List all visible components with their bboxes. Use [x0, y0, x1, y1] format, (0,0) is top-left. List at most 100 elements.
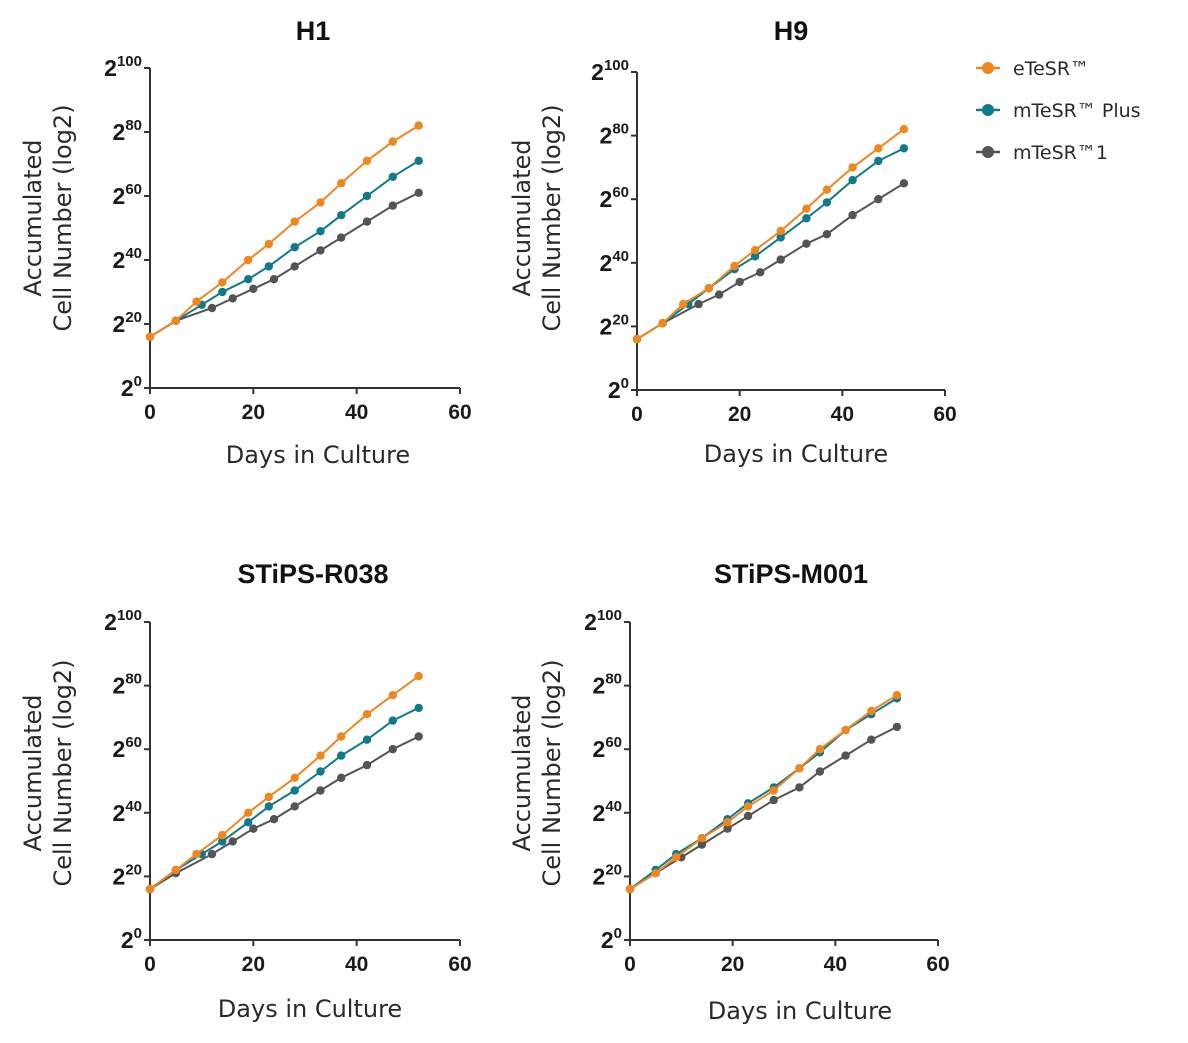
y-tick-base: 2 — [113, 119, 126, 145]
y-tick-label: 2100 — [591, 57, 629, 85]
data-point-mtesr-plus — [244, 275, 253, 284]
y-tick-exponent: 0 — [134, 373, 142, 390]
data-point-etesr — [651, 869, 660, 878]
data-point-mtesr-plus — [776, 233, 785, 242]
data-point-mtesr-1 — [714, 290, 724, 299]
legend-item-mtesr1: mTeSR™1 — [976, 142, 1108, 164]
legend-label: eTeSR™ — [1013, 58, 1089, 80]
y-tick-base: 2 — [600, 313, 613, 339]
y-tick-exponent: 80 — [125, 117, 142, 134]
y-axis-label-line1: Accumulated — [508, 695, 536, 852]
data-point-mtesr-1 — [269, 275, 279, 284]
data-point-mtesr-plus — [388, 716, 397, 725]
series-line-mtesr-plus — [149, 707, 420, 890]
data-point-etesr — [316, 751, 325, 760]
y-tick-base: 2 — [600, 250, 613, 276]
series-line-etesr — [629, 694, 898, 890]
data-point-etesr — [697, 834, 707, 843]
data-point-mtesr-1 — [756, 268, 765, 277]
data-point-mtesr-plus — [899, 144, 909, 153]
data-point-mtesr-plus — [316, 767, 325, 776]
y-tick-base: 2 — [584, 609, 597, 635]
y-tick-label: 2100 — [104, 53, 142, 81]
data-point-mtesr-1 — [697, 840, 707, 849]
data-point-etesr — [679, 299, 688, 309]
y-tick-label: 280 — [600, 121, 629, 149]
data-point-mtesr-plus — [316, 227, 325, 236]
y-tick-base: 2 — [121, 927, 134, 953]
data-point-mtesr-1 — [269, 815, 279, 824]
y-tick-exponent: 20 — [612, 311, 629, 328]
data-point-mtesr-1 — [290, 802, 299, 811]
chart-panel-h9: H9 Accumulated Cell Number (log2) Days i… — [508, 16, 957, 468]
x-tick-label: 60 — [933, 403, 956, 426]
x-tick-label: 40 — [824, 953, 847, 976]
data-point-etesr — [337, 179, 346, 188]
data-point-mtesr-plus — [264, 802, 273, 811]
y-tick-base: 2 — [600, 123, 613, 149]
y-tick-base: 2 — [600, 186, 613, 212]
x-axis-label: Days in Culture — [218, 995, 402, 1023]
data-point-etesr — [414, 121, 423, 130]
y-tick-exponent: 100 — [604, 57, 629, 74]
y-tick-exponent: 80 — [125, 671, 142, 688]
series-line-etesr — [636, 128, 905, 340]
y-axis-label-line2: Cell Number (log2) — [538, 659, 566, 886]
data-point-mtesr-plus — [848, 175, 857, 185]
y-tick-label: 260 — [600, 184, 629, 212]
data-point-mtesr-plus — [337, 751, 346, 760]
data-point-etesr — [171, 865, 180, 875]
data-point-mtesr-plus — [362, 191, 372, 201]
data-point-mtesr-plus — [290, 786, 299, 795]
data-point-mtesr-1 — [743, 811, 753, 821]
data-point-mtesr-1 — [899, 179, 909, 188]
data-point-etesr — [632, 334, 642, 344]
data-point-mtesr-1 — [316, 246, 325, 255]
data-point-etesr — [218, 830, 227, 840]
chart-title: STiPS-R038 — [237, 559, 388, 589]
y-tick-base: 2 — [113, 800, 126, 826]
legend-swatch-marker — [982, 62, 994, 74]
chart-title: STiPS-M001 — [714, 559, 868, 589]
y-tick-label: 240 — [113, 245, 142, 273]
data-point-etesr — [290, 773, 299, 782]
data-point-mtesr-plus — [874, 156, 883, 166]
chart-panel-h1: H1 Accumulated Cell Number (log2) Days i… — [19, 16, 472, 469]
data-point-etesr — [795, 764, 804, 773]
y-tick-label: 20 — [121, 373, 142, 401]
data-point-etesr — [218, 278, 227, 287]
y-tick-label: 220 — [113, 309, 142, 337]
x-tick-label: 20 — [242, 953, 265, 976]
series-line-etesr — [149, 675, 420, 890]
series-line-mtesr-1 — [149, 735, 420, 890]
y-tick-label: 20 — [601, 925, 622, 953]
y-tick-label: 280 — [113, 117, 142, 145]
data-point-etesr — [264, 792, 273, 802]
legend-item-etesr: eTeSR™ — [976, 58, 1089, 80]
y-tick-exponent: 40 — [125, 798, 142, 815]
data-point-mtesr-1 — [337, 233, 346, 242]
data-point-etesr — [815, 745, 825, 754]
data-point-mtesr-1 — [735, 277, 744, 287]
y-tick-base: 2 — [113, 863, 126, 889]
data-point-mtesr-1 — [802, 239, 811, 248]
y-tick-exponent: 20 — [125, 309, 142, 326]
x-tick-label: 40 — [345, 401, 368, 424]
y-tick-base: 2 — [593, 736, 606, 762]
data-point-etesr — [388, 137, 397, 146]
data-point-etesr — [337, 732, 346, 741]
data-point-etesr — [899, 125, 909, 134]
y-tick-label: 280 — [593, 671, 622, 699]
data-point-etesr — [867, 706, 876, 716]
data-point-etesr — [658, 319, 667, 328]
data-point-etesr — [192, 849, 201, 859]
x-tick-label: 0 — [144, 953, 156, 976]
y-tick-exponent: 0 — [614, 925, 622, 942]
x-tick-label: 60 — [926, 953, 949, 976]
x-tick-label: 20 — [721, 953, 744, 976]
data-point-mtesr-1 — [874, 195, 883, 204]
data-point-mtesr-1 — [723, 824, 732, 833]
data-point-mtesr-1 — [207, 303, 217, 313]
data-point-mtesr-1 — [822, 230, 832, 239]
